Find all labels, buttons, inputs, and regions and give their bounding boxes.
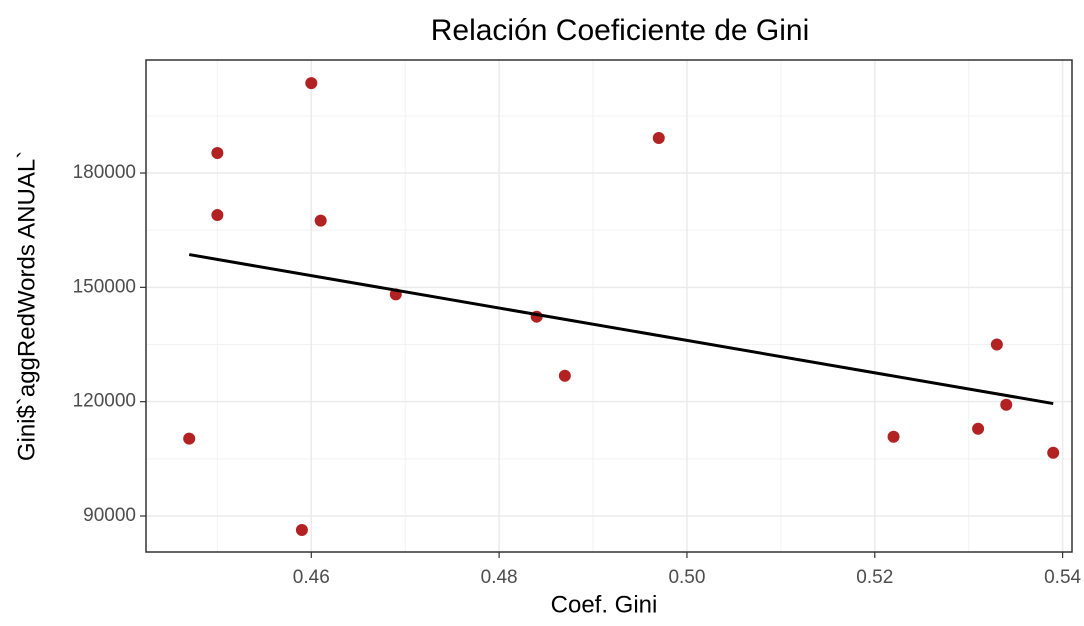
chart-title: Relación Coeficiente de Gini — [431, 14, 810, 47]
point — [652, 131, 665, 144]
point — [211, 147, 224, 160]
x-tick-label: 0.50 — [668, 567, 705, 588]
point — [1000, 398, 1013, 411]
point — [1047, 446, 1060, 459]
x-tick-label: 0.46 — [293, 567, 330, 588]
point — [211, 209, 224, 222]
y-tick-label: 180000 — [73, 162, 136, 183]
y-axis-title: Gini$`aggRedWords ANUAL` — [13, 151, 40, 461]
y-tick-label: 120000 — [73, 391, 136, 412]
plot-border — [145, 59, 1073, 553]
point — [972, 422, 985, 435]
x-tick-label: 0.52 — [856, 567, 893, 588]
y-tick-label: 150000 — [73, 276, 136, 297]
point — [887, 430, 900, 443]
point — [305, 77, 318, 90]
x-axis-title: Coef. Gini — [551, 591, 658, 618]
point — [558, 369, 571, 382]
trend-line — [188, 253, 1054, 406]
point — [183, 432, 196, 445]
y-tick-label: 90000 — [83, 505, 136, 526]
point — [990, 338, 1003, 351]
point — [295, 523, 308, 536]
x-tick-label: 0.48 — [481, 567, 518, 588]
point — [314, 214, 327, 227]
x-tick-label: 0.54 — [1044, 567, 1081, 588]
